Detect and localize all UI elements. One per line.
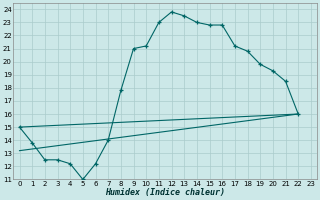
X-axis label: Humidex (Indice chaleur): Humidex (Indice chaleur) (105, 188, 225, 197)
